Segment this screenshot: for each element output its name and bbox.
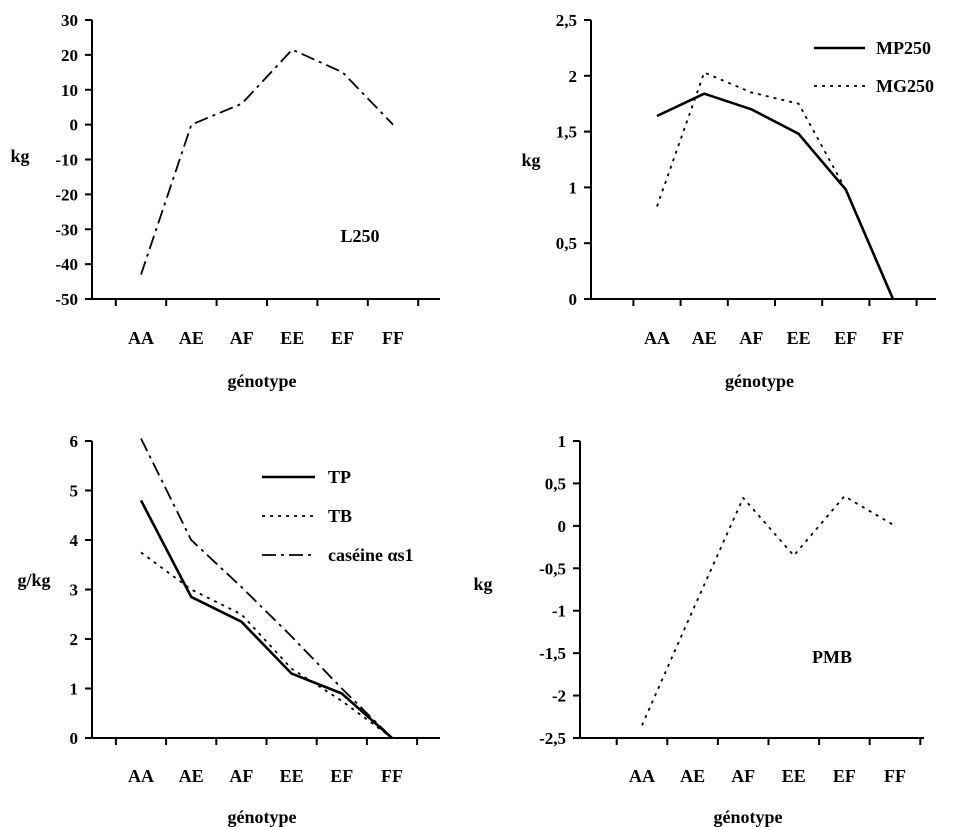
y-tick-label: 1,5 xyxy=(556,123,577,142)
y-tick-label: 0,5 xyxy=(556,234,577,253)
x-tick-label: AF xyxy=(230,328,254,348)
x-tick-label: AA xyxy=(644,328,670,348)
x-tick-label: EE xyxy=(280,766,304,786)
legend-label: TP xyxy=(328,467,351,487)
x-tick-label: AA xyxy=(128,766,154,786)
chart-panel-3: 6 5 4 3 2 1 0 AA AE AF EE EF FF g/kg génotype TP TB caséi… xyxy=(17,432,440,827)
x-tick-label: EF xyxy=(833,766,856,786)
x-tick-label: AF xyxy=(739,328,763,348)
y-tick-label: -2 xyxy=(552,687,566,706)
chart-panel-1: 30 20 10 0 -10 -20 -30 -40 -50 AA AE AF EE EF FF kg géno… xyxy=(10,11,440,391)
y-tick-label: -50 xyxy=(55,290,78,309)
y-tick-label: 2 xyxy=(70,630,79,649)
x-axis-label: génotype xyxy=(228,371,297,391)
y-tick-label: 20 xyxy=(61,46,78,65)
chart-annotation: PMB xyxy=(812,647,852,667)
x-tick-label: AA xyxy=(128,328,154,348)
y-tick-label: 1 xyxy=(558,432,567,451)
y-tick-label: 6 xyxy=(70,432,79,451)
chart-annotation: L250 xyxy=(340,226,379,246)
x-tick-label: AE xyxy=(680,766,705,786)
y-tick-label: -20 xyxy=(55,185,78,204)
x-axis-label: génotype xyxy=(725,371,794,391)
series-line-1 xyxy=(641,495,896,726)
y-tick-label: -2,5 xyxy=(539,729,566,748)
x-tick-label: AF xyxy=(731,766,755,786)
x-tick-label: FF xyxy=(884,766,906,786)
x-axis-label: génotype xyxy=(714,807,783,827)
x-tick-label: EF xyxy=(834,328,857,348)
series-line-mg250 xyxy=(656,71,894,300)
y-tick-label: -0,5 xyxy=(539,559,566,578)
y-tick-label: -40 xyxy=(55,255,78,274)
y-axis-label: kg xyxy=(473,574,492,594)
legend-label: MG250 xyxy=(876,76,934,96)
chart-panel-2: 2,5 2 1,5 1 0,5 0 AA AE AF EE EF FF kg génotype MP250 M… xyxy=(521,11,936,391)
y-tick-label: 5 xyxy=(70,482,79,501)
x-tick-label: AE xyxy=(179,766,204,786)
x-tick-label: FF xyxy=(382,328,404,348)
x-tick-label: AE xyxy=(179,328,204,348)
y-tick-label: 0 xyxy=(70,729,79,748)
x-tick-label: FF xyxy=(381,766,403,786)
chart-panel-4: 1 0,5 0 -0,5 -1 -1,5 -2 -2,5 AA AE AF EE EF FF kg génot… xyxy=(473,432,924,827)
y-tick-label: 30 xyxy=(61,11,78,30)
y-tick-label: -1,5 xyxy=(539,644,566,663)
y-tick-label: 0 xyxy=(569,290,578,309)
series-line-1 xyxy=(140,48,394,275)
y-tick-label: 0,5 xyxy=(545,474,566,493)
y-tick-label: -30 xyxy=(55,220,78,239)
y-tick-label: 10 xyxy=(61,81,78,100)
y-axis-label: kg xyxy=(10,146,29,166)
y-tick-label: 2 xyxy=(569,67,578,86)
series-line-mp250 xyxy=(656,92,895,300)
x-tick-label: AF xyxy=(229,766,253,786)
y-axis-label: g/kg xyxy=(17,570,50,590)
y-tick-label: -1 xyxy=(552,602,566,621)
y-tick-label: 0 xyxy=(558,517,567,536)
x-tick-label: EE xyxy=(782,766,806,786)
y-tick-label: 1 xyxy=(70,680,79,699)
y-tick-label: 2,5 xyxy=(556,11,577,30)
x-axis-label: génotype xyxy=(228,807,297,827)
y-axis-label: kg xyxy=(521,150,540,170)
x-tick-label: EE xyxy=(280,328,304,348)
x-tick-label: AE xyxy=(692,328,717,348)
x-tick-label: EF xyxy=(330,766,353,786)
legend-label: caséine αs1 xyxy=(328,545,414,565)
series-line-tb xyxy=(140,551,393,739)
series-line-tp xyxy=(139,499,393,739)
y-tick-label: -10 xyxy=(55,151,78,170)
series-line-cas-ine-s1 xyxy=(140,438,393,739)
legend-label: MP250 xyxy=(876,38,931,58)
y-tick-label: 3 xyxy=(70,581,79,600)
y-tick-label: 0 xyxy=(70,116,79,135)
x-tick-label: AA xyxy=(629,766,655,786)
y-tick-label: 4 xyxy=(70,531,79,550)
x-tick-label: EF xyxy=(331,328,354,348)
legend-label: TB xyxy=(328,506,352,526)
x-tick-label: EE xyxy=(787,328,811,348)
y-tick-label: 1 xyxy=(569,178,578,197)
x-tick-label: FF xyxy=(882,328,904,348)
